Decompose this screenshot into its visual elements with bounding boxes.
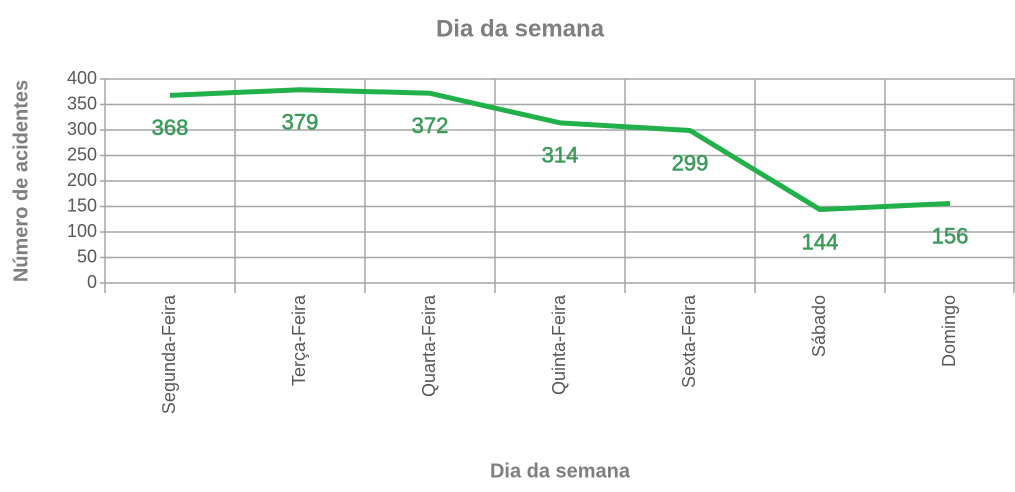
data-label: 372 — [412, 113, 449, 138]
data-label: 379 — [282, 110, 319, 135]
y-tick-label: 50 — [77, 246, 97, 266]
y-tick-label: 350 — [67, 93, 97, 113]
data-line — [169, 87, 951, 213]
chart-title: Dia da semana — [436, 15, 605, 42]
x-tick-label: Terça-Feira — [289, 294, 309, 386]
y-tick-label: 250 — [67, 144, 97, 164]
data-label: 314 — [542, 143, 579, 168]
data-label: 156 — [932, 223, 969, 248]
x-tick-label: Sexta-Feira — [679, 294, 699, 388]
y-tick-label: 300 — [67, 119, 97, 139]
data-label: 299 — [672, 150, 709, 175]
x-tick-label: Quinta-Feira — [549, 294, 569, 395]
x-axis-title: Dia da semana — [490, 460, 631, 482]
y-axis-title: Número de acidentes — [10, 80, 32, 282]
data-label: 368 — [152, 115, 189, 140]
x-tick-label: Sábado — [809, 295, 829, 357]
data-label: 144 — [802, 229, 839, 254]
y-tick-label: 0 — [87, 272, 97, 292]
y-tick-label: 150 — [67, 195, 97, 215]
x-tick-label: Segunda-Feira — [159, 294, 179, 414]
y-tick-label: 200 — [67, 170, 97, 190]
y-tick-label: 100 — [67, 221, 97, 241]
x-tick-label: Quarta-Feira — [419, 294, 439, 397]
y-tick-label: 400 — [67, 68, 97, 88]
x-tick-label: Domingo — [939, 295, 959, 367]
